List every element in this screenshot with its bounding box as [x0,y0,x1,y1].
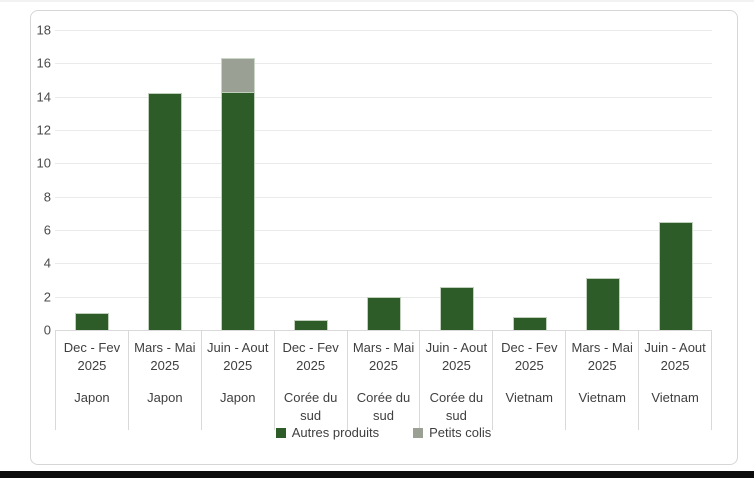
bar-segment [512,316,547,330]
x-axis-labels: Dec - Fev 2025 Japon Mars - Mai 2025 Japon Jui… [55,330,713,430]
x-category-period: Mars - Mai 2025 [134,340,196,373]
window-bottom-edge [0,471,754,478]
bar-stack [147,93,182,330]
y-tick-label: 8 [43,189,51,205]
x-category-group: Japon [220,390,256,405]
bar-segment [293,320,328,330]
x-category-group: Corée du sud [356,390,411,423]
y-tick-label: 18 [36,22,51,38]
x-category-period: Juin - Aout 2025 [425,340,488,373]
bar-column [274,30,347,330]
x-category-cell: Mars - Mai 2025 Vietnam [566,330,640,430]
bar-segment [220,58,255,92]
y-tick-label: 2 [43,289,51,305]
gridline [55,196,712,198]
x-category-cell: Juin - Aout 2025 Corée du sud [420,330,494,430]
x-category-group: Japon [74,390,110,405]
x-category-cell: Dec - Fev 2025 Corée du sud [275,330,348,430]
legend-swatch [413,427,424,438]
x-axis-line [55,330,712,331]
x-category-period: Mars - Mai 2025 [571,340,633,373]
bar-column [55,30,128,330]
y-tick-label: 0 [43,322,51,338]
bar-stack [220,58,255,330]
gridline [55,163,712,165]
top-hairline [0,0,754,2]
bar-column [347,30,420,330]
bar-stack [74,313,109,330]
x-category-period: Mars - Mai 2025 [352,340,415,373]
bar-stack [366,296,401,330]
x-category-group: Japon [147,390,183,405]
x-category-group: Vietnam [505,390,554,405]
bar-segment [74,313,109,330]
gridline [55,130,712,131]
bar-segment [147,93,182,330]
legend: Autres produits Petits colis [55,425,712,440]
x-category-cell: Juin - Aout 2025 Vietnam [639,330,713,430]
bar-columns [55,30,712,330]
bar-stack [585,278,620,330]
bar-segment [220,91,255,330]
legend-swatch [275,427,286,438]
bar-column [420,30,493,330]
chart-card: 0 2 4 6 8 10 12 14 16 18 Dec - Fev 2025 Japon Mars -… [30,10,738,465]
y-tick-label: 12 [36,122,51,138]
gridline [55,63,712,65]
bar-segment [439,286,474,330]
legend-label: Petits colis [429,425,492,440]
y-tick-label: 4 [43,255,51,271]
bar-stack [512,316,547,330]
x-category-period: Dec - Fev 2025 [282,340,339,373]
x-category-group: Vietnam [651,390,699,405]
x-category-period: Juin - Aout 2025 [644,340,706,373]
bar-segment [366,296,401,330]
x-category-group: Corée du sud [283,390,338,423]
x-category-cell: Dec - Fev 2025 Japon [55,330,129,430]
gridline [55,230,712,231]
plot-area [55,30,712,331]
y-tick-label: 16 [36,55,51,71]
gridline [55,30,712,31]
legend-item: Autres produits [275,425,380,440]
gridline [55,263,712,265]
bar-column [128,30,201,330]
x-category-period: Dec - Fev 2025 [63,340,121,373]
legend-label: Autres produits [291,425,380,440]
x-category-group: Corée du sud [429,390,484,423]
bar-column [493,30,566,330]
legend-item: Petits colis [413,425,491,440]
bar-column [566,30,639,330]
x-category-cell: Mars - Mai 2025 Corée du sud [348,330,421,430]
y-axis: 0 2 4 6 8 10 12 14 16 18 [31,23,51,338]
bar-segment [585,278,620,330]
bar-column [201,30,274,330]
y-tick-label: 10 [36,155,51,171]
x-category-cell: Juin - Aout 2025 Japon [202,330,275,430]
x-category-period: Dec - Fev 2025 [501,340,558,373]
x-category-cell: Dec - Fev 2025 Vietnam [493,330,567,430]
x-category-group: Vietnam [578,390,626,405]
bar-stack [439,286,474,330]
bar-segment [658,221,693,330]
x-category-cell: Mars - Mai 2025 Japon [129,330,202,430]
bar-column [639,30,712,330]
bar-stack [293,320,328,330]
bar-stack [658,221,693,330]
y-tick-label: 14 [36,89,51,105]
x-category-period: Juin - Aout 2025 [207,340,269,373]
gridline [55,96,712,98]
y-tick-label: 6 [43,222,51,238]
